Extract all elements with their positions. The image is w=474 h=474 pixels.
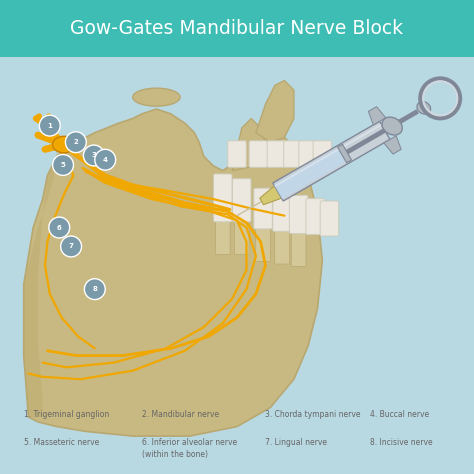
Polygon shape bbox=[368, 107, 386, 125]
Text: 8. Incisive nerve: 8. Incisive nerve bbox=[370, 438, 432, 447]
FancyBboxPatch shape bbox=[274, 229, 289, 264]
Polygon shape bbox=[232, 118, 265, 171]
Text: 2. Mandibular nerve: 2. Mandibular nerve bbox=[142, 410, 219, 419]
Text: 7. Lingual nerve: 7. Lingual nerve bbox=[265, 438, 328, 447]
Text: 6: 6 bbox=[57, 225, 62, 230]
FancyBboxPatch shape bbox=[267, 141, 285, 167]
Polygon shape bbox=[24, 109, 322, 436]
Text: 5. Masseteric nerve: 5. Masseteric nerve bbox=[24, 438, 99, 447]
Polygon shape bbox=[274, 147, 348, 199]
Circle shape bbox=[65, 132, 86, 153]
FancyBboxPatch shape bbox=[289, 195, 308, 234]
Circle shape bbox=[53, 155, 73, 175]
FancyBboxPatch shape bbox=[299, 141, 318, 167]
Circle shape bbox=[39, 115, 60, 136]
FancyBboxPatch shape bbox=[213, 174, 232, 222]
Polygon shape bbox=[260, 186, 282, 205]
Polygon shape bbox=[337, 145, 352, 163]
Ellipse shape bbox=[133, 88, 180, 106]
FancyBboxPatch shape bbox=[306, 199, 324, 235]
Polygon shape bbox=[273, 121, 390, 201]
Text: 6. Inferior alveolar nerve
(within the bone): 6. Inferior alveolar nerve (within the b… bbox=[142, 438, 237, 458]
Ellipse shape bbox=[417, 101, 430, 114]
Text: 7: 7 bbox=[69, 244, 73, 249]
Ellipse shape bbox=[53, 137, 75, 153]
Circle shape bbox=[83, 145, 104, 166]
Circle shape bbox=[61, 236, 82, 257]
Polygon shape bbox=[384, 136, 401, 154]
Circle shape bbox=[84, 279, 105, 300]
Text: 3. Chorda tympani nerve: 3. Chorda tympani nerve bbox=[265, 410, 361, 419]
Text: Gow-Gates Mandibular Nerve Block: Gow-Gates Mandibular Nerve Block bbox=[71, 19, 403, 38]
Bar bbox=[0, 0, 474, 57]
Text: 4. Buccal nerve: 4. Buccal nerve bbox=[370, 410, 429, 419]
Text: 1: 1 bbox=[47, 123, 52, 128]
Polygon shape bbox=[24, 142, 76, 417]
Circle shape bbox=[49, 217, 70, 238]
Text: 8: 8 bbox=[92, 286, 97, 292]
FancyBboxPatch shape bbox=[215, 219, 230, 255]
FancyBboxPatch shape bbox=[291, 231, 306, 266]
Text: 3: 3 bbox=[91, 153, 96, 158]
FancyBboxPatch shape bbox=[249, 141, 267, 167]
Polygon shape bbox=[274, 124, 382, 187]
FancyBboxPatch shape bbox=[234, 219, 249, 255]
FancyBboxPatch shape bbox=[228, 141, 246, 167]
Text: 5: 5 bbox=[61, 162, 65, 168]
FancyBboxPatch shape bbox=[273, 193, 291, 231]
FancyBboxPatch shape bbox=[256, 227, 270, 262]
Text: 1. Trigeminal ganglion: 1. Trigeminal ganglion bbox=[24, 410, 109, 419]
Ellipse shape bbox=[382, 117, 402, 135]
Polygon shape bbox=[256, 81, 294, 142]
FancyBboxPatch shape bbox=[283, 141, 302, 167]
FancyBboxPatch shape bbox=[320, 201, 338, 236]
Circle shape bbox=[95, 149, 116, 170]
FancyBboxPatch shape bbox=[313, 141, 332, 167]
Text: 2: 2 bbox=[73, 139, 78, 145]
FancyBboxPatch shape bbox=[232, 179, 251, 222]
FancyBboxPatch shape bbox=[254, 188, 272, 229]
Text: 4: 4 bbox=[103, 157, 108, 163]
